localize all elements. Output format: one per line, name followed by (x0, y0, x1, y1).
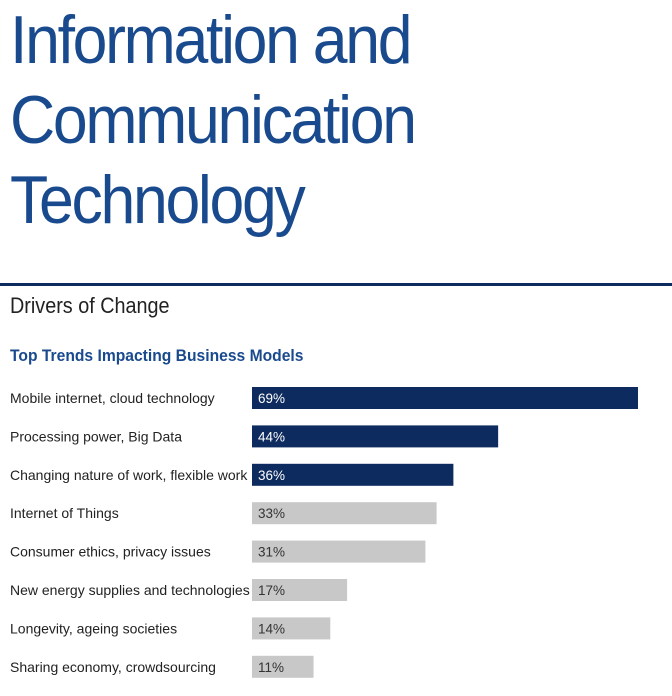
bar (252, 425, 499, 448)
title-line-2: Communication (10, 82, 417, 158)
bar-value-label: 11% (258, 660, 284, 675)
page-title: Information and Communication Technology (10, 0, 617, 240)
title-line-3: Technology (10, 162, 306, 238)
category-label: Changing nature of work, flexible work (10, 467, 248, 483)
bar (252, 579, 348, 601)
category-label: Internet of Things (10, 505, 119, 521)
category-label: Processing power, Big Data (10, 428, 182, 444)
bar (252, 463, 454, 486)
bar-value-label: 44% (258, 429, 285, 444)
chart-title: Top Trends Impacting Business Models (10, 346, 304, 365)
title-line-1: Information and (10, 2, 413, 78)
bar-value-label: 14% (258, 621, 285, 636)
category-label: Consumer ethics, privacy issues (10, 544, 211, 560)
bar (252, 617, 331, 640)
bar-value-label: 36% (258, 468, 285, 483)
category-label: Longevity, ageing societies (10, 620, 177, 636)
trends-bar-chart: Mobile internet, cloud technology 69% Proc… (10, 387, 638, 678)
bar-value-label: 31% (258, 545, 285, 560)
bar-value-label: 17% (258, 583, 285, 598)
section-label: Drivers of Change (10, 293, 170, 318)
bar (252, 502, 437, 525)
category-label: Mobile internet, cloud technology (10, 390, 215, 406)
bar (252, 387, 638, 409)
bar-value-label: 69% (258, 391, 285, 406)
category-label: New energy supplies and technologies (10, 582, 250, 598)
category-label: Sharing economy, crowdsourcing (10, 659, 216, 675)
section-divider (0, 283, 672, 286)
bar (252, 655, 314, 678)
bar-value-label: 33% (258, 506, 285, 521)
bar (252, 540, 426, 563)
